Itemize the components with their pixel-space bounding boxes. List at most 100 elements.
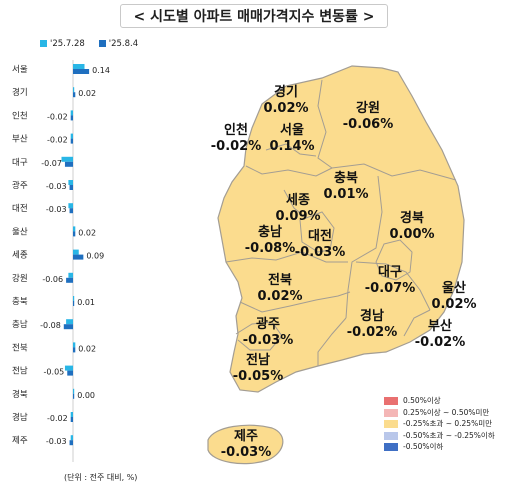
bar-series-1 [66,319,73,325]
value-label: 0.02 [78,228,96,237]
map-region-value: -0.03% [243,333,294,348]
value-label: -0.02 [47,112,68,121]
map-region-name: 경기 [274,84,298,100]
map-region-name: 제주 [234,429,258,444]
bar-series-1 [73,249,79,255]
map-legend-row: -0.50%초과 ~ -0.25%이하 [384,431,495,443]
map-region-name: 경남 [360,308,384,324]
value-label: -0.02 [47,136,68,145]
map-region-name: 대구 [378,265,402,280]
map-region-value: -0.02% [415,335,466,350]
value-label: -0.03 [46,437,67,446]
value-label: -0.07 [41,159,62,168]
legend-label-series-1: '25.7.28 [50,39,85,49]
category-label: 전북 [12,342,28,353]
bar-series-2 [67,370,73,376]
map-legend-label: -0.25%초과 ~ 0.25%미만 [403,419,493,428]
map-region-value: 0.02% [431,297,476,312]
legend-item-series-1: '25.7.28 [40,39,85,49]
bar-series-2 [64,161,73,167]
bar-series-2 [70,138,73,144]
bar-series-1 [70,412,73,417]
map-region-name: 세종 [286,193,310,208]
value-label: 0.09 [86,252,104,261]
bar-series-2 [73,347,76,353]
map-region-name: 대전 [308,228,332,244]
bar-series-1 [73,296,75,301]
bar-series-1 [70,435,73,441]
border-gyeonggi-gangwon [317,79,333,169]
map-region-value: 0.02% [263,101,308,116]
map-legend-label: 0.50%이상 [403,396,441,405]
bar-series-2 [73,69,90,74]
category-label: 제주 [12,436,28,446]
category-label: 서울 [12,65,28,75]
category-label: 대구 [12,158,28,168]
unit-note: (단위 : 전주 대비, %) [64,473,138,482]
bar-series-1 [73,226,76,232]
legend-swatch-series-1 [40,40,47,47]
bar-series-2 [70,417,73,422]
bars-group: 서울 0.14 경기 0.02 인천 -0.02 부산 -0.02 대구 -0.07 광주 -0.03… [12,60,110,462]
category-label: 세종 [12,251,28,261]
map-region-value: -0.02% [347,325,398,340]
category-label: 충남 [12,320,28,330]
category-label: 광주 [12,180,28,191]
map-region-value: 0.14% [269,139,314,154]
map-legend-swatch [384,408,398,417]
legend-label-series-2: '25.8.4 [108,39,139,49]
category-label: 전남 [12,366,28,377]
map-region-value: -0.06% [343,117,394,132]
bar-series-2 [66,277,73,283]
value-label: -0.02 [47,414,68,423]
map-region-name: 충북 [334,170,358,186]
bar-series-1 [68,180,73,185]
bar-series-1 [70,110,73,116]
category-label: 인천 [12,110,28,121]
korea-map: 경기0.02% 강원-0.06%인천-0.02%서울0.14%충북0.01%세종0… [207,65,477,465]
map-legend-label: -0.50%이하 [403,442,444,451]
map-region-name: 부산 [428,318,452,334]
map-region-name: 인천 [224,122,248,138]
bar-series-1 [73,388,75,394]
legend-item-series-2: '25.8.4 [98,39,139,49]
bar-series-2 [63,324,73,330]
category-label: 경남 [12,412,28,423]
bar-series-2 [69,185,73,190]
map-region-value: -0.02% [211,139,262,154]
map-region-name: 경북 [400,210,424,226]
value-label: 0.02 [78,344,96,353]
value-label: 0.02 [78,89,96,98]
bar-series-1 [64,365,73,371]
border-seoul-gyeonggi [265,143,317,157]
bar-series-1 [61,156,73,162]
map-jeju [207,424,284,465]
bar-series-2 [73,393,75,399]
map-region-value: 0.01% [323,187,368,202]
category-label: 울산 [12,226,28,237]
bar-series-1 [70,133,73,139]
map-legend-swatch [384,397,398,405]
border-gangwon-south [331,163,457,181]
map-region-value: -0.03% [295,245,346,260]
border-gyeongnam-jeonnam [317,317,347,366]
category-label: 부산 [12,134,28,145]
bar-series-1 [73,64,85,69]
bar-series-1 [73,87,75,93]
map-region-name: 서울 [280,122,304,138]
border-daegu [375,239,413,281]
border-chungbuk-gyeongbuk [345,175,383,319]
map-region-value: -0.03% [221,445,272,460]
map-legend-row: -0.25%초과 ~ 0.25%미만 [384,419,495,431]
map-region-name: 전북 [268,272,292,288]
map-region-value: -0.08% [245,241,296,256]
value-label: -0.05 [44,368,65,377]
border-gyeongbuk-south [355,261,431,311]
border-chungnam-jeonbuk [225,251,348,263]
bar-series-2 [73,92,76,98]
border-gwangju [235,321,283,351]
bar-series-1 [68,203,73,209]
map-legend-swatch [384,431,398,440]
map-legend-label: 0.25%이상 ~ 0.50%미만 [403,407,490,417]
